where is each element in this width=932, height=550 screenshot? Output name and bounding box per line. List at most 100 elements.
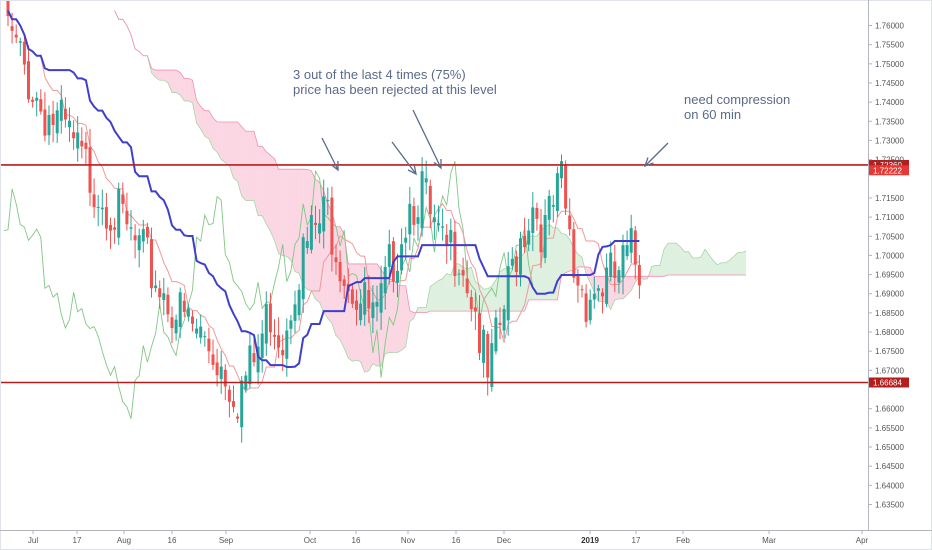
candle — [314, 205, 317, 240]
y-tick-label: 1.71000 — [875, 213, 904, 222]
y-tick-label: 1.70500 — [875, 232, 904, 241]
candle — [625, 230, 629, 260]
candle — [363, 267, 367, 326]
candle — [338, 250, 342, 293]
x-tick-label: 16 — [168, 536, 177, 545]
candle — [277, 317, 281, 359]
y-tick-label: 1.71500 — [875, 194, 904, 203]
candle — [309, 205, 313, 254]
candle — [609, 241, 613, 282]
candle — [260, 320, 264, 373]
y-tick-label: 1.64000 — [875, 481, 904, 490]
candle — [133, 224, 137, 259]
candle — [199, 314, 203, 344]
candle — [84, 131, 88, 166]
candle — [527, 218, 531, 252]
candle — [305, 226, 309, 254]
candle — [576, 268, 580, 303]
candle — [457, 269, 461, 286]
candle — [326, 187, 330, 216]
kijun-line — [7, 10, 640, 369]
x-tick-label: Sep — [219, 536, 234, 545]
candle — [359, 289, 363, 326]
y-tick-label: 1.72500 — [875, 156, 904, 165]
candle — [568, 198, 572, 236]
candle — [137, 228, 141, 268]
candle — [502, 304, 506, 339]
candle — [43, 92, 47, 142]
candle — [191, 310, 194, 332]
y-tick-label: 1.73000 — [875, 136, 904, 145]
candlesticks — [6, 0, 641, 443]
candle — [564, 160, 568, 216]
tenkan-line — [7, 10, 640, 392]
candle — [547, 189, 551, 236]
candle — [400, 228, 404, 275]
y-tick-label: 1.69500 — [875, 271, 904, 280]
x-tick-label: 17 — [632, 536, 641, 545]
candle — [88, 128, 92, 207]
candle — [510, 247, 514, 270]
candle — [629, 214, 633, 264]
x-tick-label: Feb — [676, 536, 690, 545]
candle — [592, 276, 596, 309]
candle — [478, 295, 481, 361]
candle — [449, 218, 453, 261]
candle — [31, 96, 35, 108]
candle — [76, 116, 80, 162]
y-tick-label: 1.65000 — [875, 443, 904, 452]
y-tick-label: 1.76000 — [875, 22, 904, 31]
candle — [22, 35, 26, 75]
candle — [145, 222, 149, 245]
candle — [613, 244, 617, 292]
y-tick-label: 1.74000 — [875, 98, 904, 107]
candle — [551, 195, 555, 223]
x-tick-label: 2019 — [581, 536, 599, 545]
arrow-icon — [643, 142, 669, 168]
candle — [117, 182, 121, 246]
y-tick-label: 1.65500 — [875, 424, 904, 433]
candle — [59, 85, 63, 134]
candle — [293, 290, 297, 334]
x-tick-label: Mar — [762, 536, 776, 545]
rejection-annotation: 3 out of the last 4 times (75%) price ha… — [293, 67, 497, 97]
candle — [514, 250, 518, 287]
candle — [207, 327, 211, 364]
candle — [560, 154, 563, 189]
x-tick-label: Jul — [28, 536, 38, 545]
candle — [96, 195, 100, 227]
candle — [301, 233, 305, 313]
arrow-icon — [391, 141, 417, 176]
y-tick-label: 1.73500 — [875, 117, 904, 126]
candle — [342, 275, 346, 299]
candle — [158, 280, 162, 309]
candle — [588, 289, 592, 325]
candle — [437, 205, 440, 232]
candle — [68, 107, 71, 142]
candle — [371, 285, 375, 334]
candle — [121, 182, 125, 214]
time-axis[interactable]: Jul 17 Aug 16 Sep Oct 16 Nov 16 Dec 2019 17 Feb Mar Ap… — [0, 530, 932, 545]
candle — [523, 217, 527, 254]
candle — [215, 348, 219, 387]
candle — [473, 292, 477, 330]
candle — [375, 285, 379, 322]
candle — [621, 234, 625, 295]
candle — [219, 350, 223, 394]
candle — [268, 292, 272, 346]
candle — [408, 187, 412, 251]
candle — [195, 318, 199, 339]
price-level-tag: 1.66684 — [869, 377, 909, 388]
candle — [543, 199, 547, 264]
candle — [203, 331, 207, 347]
candle — [490, 328, 494, 392]
candle — [486, 330, 490, 396]
price-level-label: 1.66684 — [873, 378, 902, 387]
candle — [125, 192, 129, 231]
candle — [141, 219, 145, 253]
candle — [461, 257, 465, 287]
rejection-annotation-line-2: price has been rejected at this level — [293, 82, 497, 97]
candle — [256, 334, 260, 385]
candle — [531, 191, 535, 252]
